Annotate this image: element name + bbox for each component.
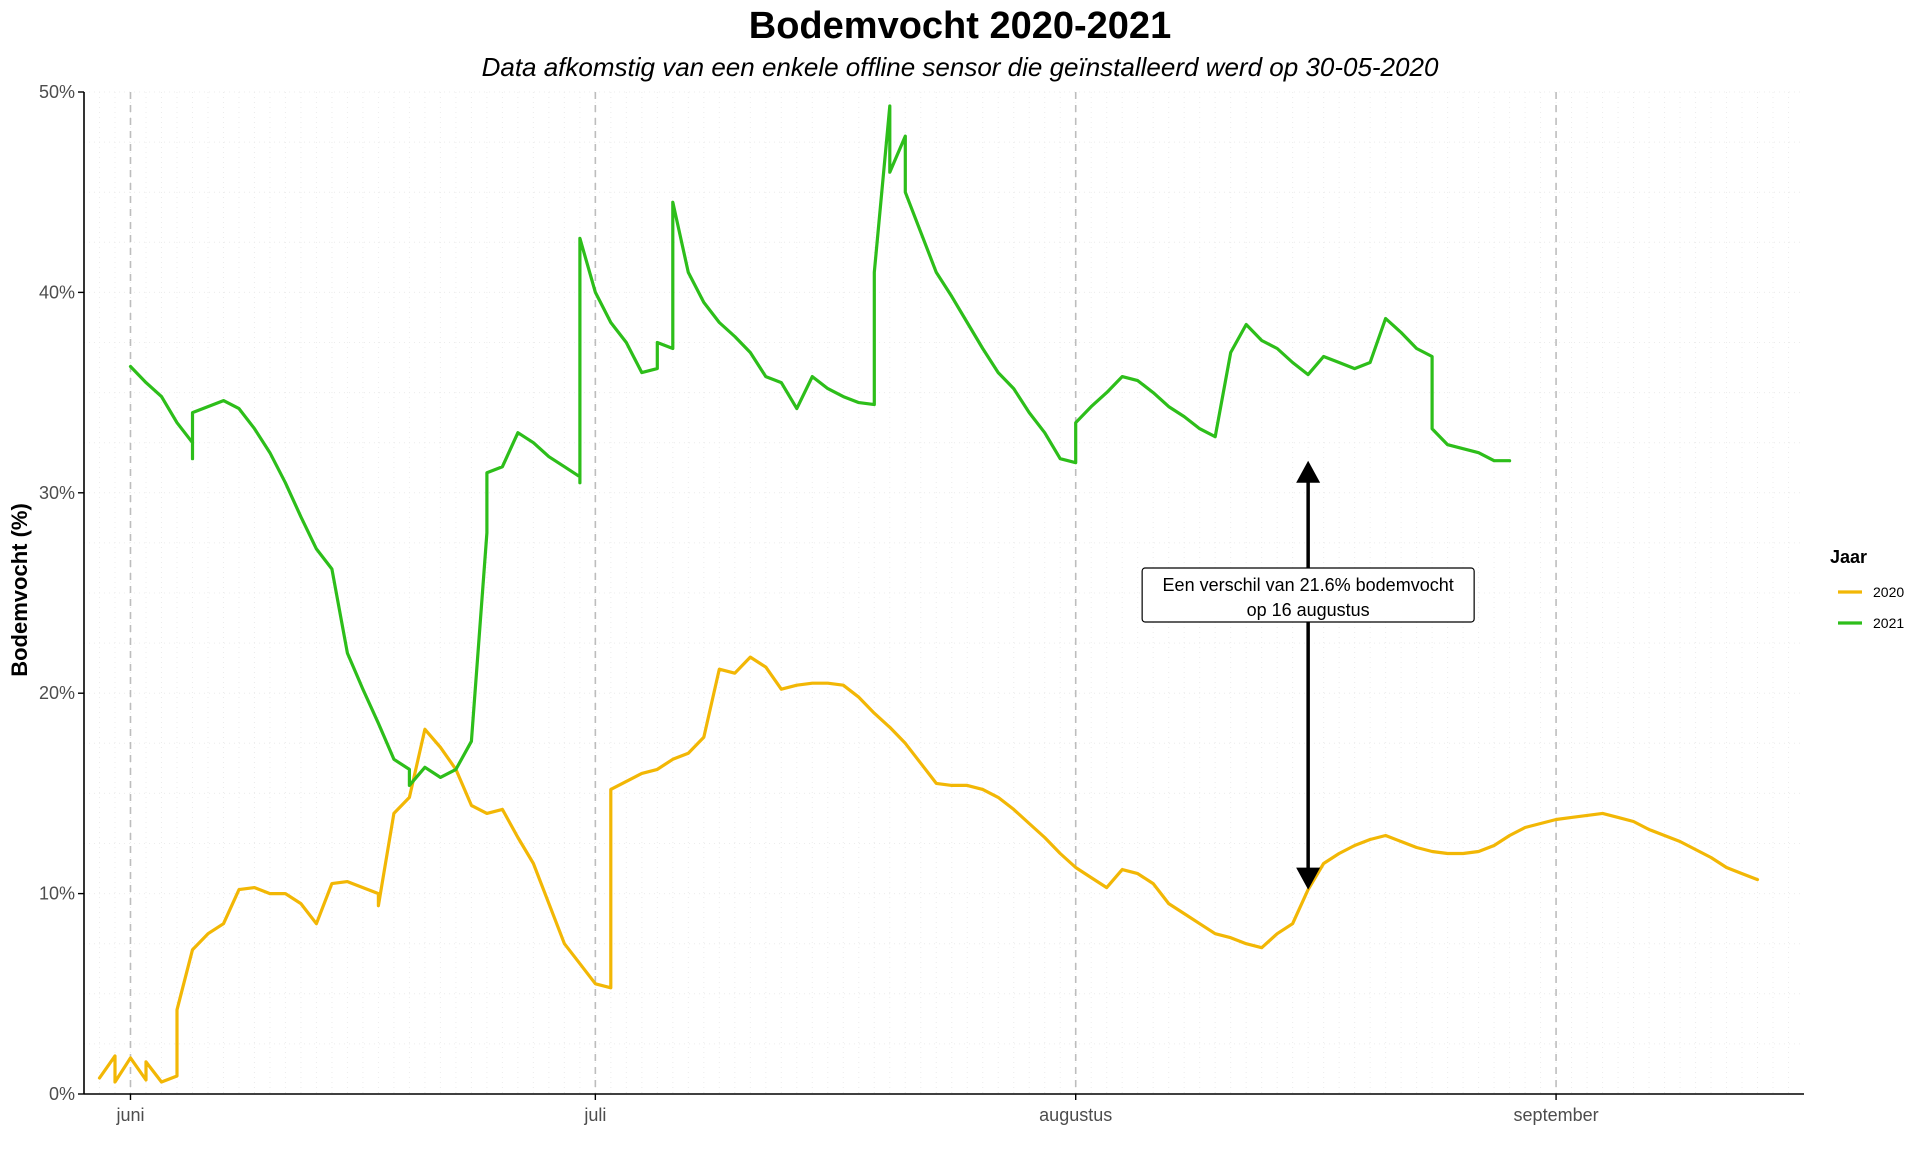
- series-line-2020: [97, 655, 1760, 1084]
- y-tick-label: 10%: [39, 884, 75, 904]
- x-tick-label: augustus: [1039, 1105, 1112, 1125]
- y-tick-label: 40%: [39, 282, 75, 302]
- x-tick-label: september: [1514, 1105, 1599, 1125]
- major-grid: [129, 92, 1557, 1094]
- x-axis-ticks: juni juli augustus september: [115, 1094, 1599, 1125]
- minor-grid: [84, 91, 1804, 1095]
- y-tick-label: 30%: [39, 483, 75, 503]
- x-tick-label: juli: [583, 1105, 606, 1125]
- legend-label-2020: 2020: [1873, 584, 1904, 600]
- annotation-line-2: op 16 augustus: [1247, 600, 1370, 620]
- chart-title: Bodemvocht 2020-2021: [749, 5, 1171, 47]
- axes: [83, 92, 1804, 1095]
- annotation-line-1: Een verschil van 21.6% bodemvocht: [1163, 575, 1454, 595]
- x-tick-label: juni: [115, 1105, 144, 1125]
- annotation-arrowhead-up: [1296, 460, 1321, 483]
- legend: Jaar 2020 2021: [1830, 547, 1904, 631]
- annotation: Een verschil van 21.6% bodemvocht op 16 a…: [1141, 460, 1475, 890]
- y-tick-label: 20%: [39, 683, 75, 703]
- y-tick-label: 50%: [39, 82, 75, 102]
- y-axis-ticks: 0% 10% 20% 30% 40% 50%: [39, 82, 84, 1104]
- y-tick-label: 0%: [49, 1084, 75, 1104]
- legend-label-2021: 2021: [1873, 615, 1904, 631]
- chart-subtitle: Data afkomstig van een enkele offline se…: [482, 52, 1439, 82]
- series-layer: [97, 104, 1760, 1084]
- y-axis-title: Bodemvocht (%): [7, 503, 32, 677]
- legend-title: Jaar: [1830, 547, 1867, 567]
- series-line-2021: [128, 104, 1512, 787]
- annotation-arrowhead-down: [1296, 867, 1321, 890]
- annotation-box: [1141, 567, 1475, 623]
